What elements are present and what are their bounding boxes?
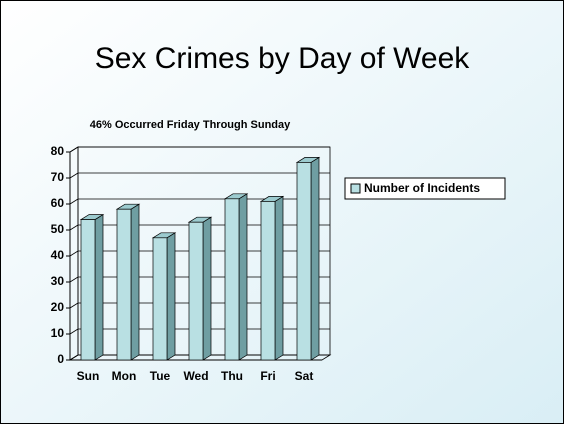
x-tick-label: Mon — [112, 369, 137, 383]
legend-swatch — [350, 183, 361, 194]
grid-line-side — [69, 250, 79, 257]
x-tick-label: Tue — [150, 369, 171, 383]
legend-box — [344, 177, 506, 200]
x-tick-label: Sun — [77, 369, 100, 383]
grid-line-side — [69, 354, 79, 361]
bar-side — [130, 203, 140, 361]
bar-side — [238, 193, 248, 361]
y-tick-label: 20 — [51, 300, 65, 314]
bar — [188, 221, 204, 361]
bar — [152, 237, 168, 361]
grid-line-side — [69, 198, 79, 205]
bar-side — [202, 216, 212, 361]
grid-line-side — [69, 146, 79, 153]
grid-line-side — [69, 172, 79, 179]
bar — [260, 201, 276, 361]
chart-title: Sex Crimes by Day of Week — [95, 42, 471, 75]
legend: Number of Incidents — [344, 177, 506, 200]
x-tick-label: Fri — [260, 369, 275, 383]
chart-subtitle: 46% Occurred Friday Through Sunday — [90, 119, 291, 131]
x-tick-label: Wed — [183, 369, 208, 383]
grid-line-side — [69, 302, 79, 309]
y-tick-label: 10 — [51, 326, 65, 340]
y-tick-label: 0 — [57, 352, 64, 366]
y-tick-label: 50 — [51, 222, 65, 236]
y-tick-label: 30 — [51, 274, 65, 288]
bar-side — [274, 195, 284, 361]
y-tick-label: 40 — [51, 248, 65, 262]
bar — [296, 162, 312, 361]
bar — [224, 198, 240, 361]
grid-line-side — [69, 328, 79, 335]
x-tick-label: Sat — [295, 369, 314, 383]
bar-side — [166, 232, 176, 361]
bar-side — [94, 213, 104, 361]
grid-line-side — [69, 224, 79, 231]
y-tick-label: 60 — [51, 196, 65, 210]
grid-line-side — [69, 276, 79, 283]
y-tick-label: 70 — [51, 170, 65, 184]
legend-label: Number of Incidents — [364, 181, 480, 195]
x-tick-label: Thu — [221, 369, 243, 383]
bar — [116, 208, 132, 361]
bar — [80, 219, 96, 361]
y-tick-label: 80 — [51, 144, 65, 158]
bar-side — [310, 156, 320, 361]
